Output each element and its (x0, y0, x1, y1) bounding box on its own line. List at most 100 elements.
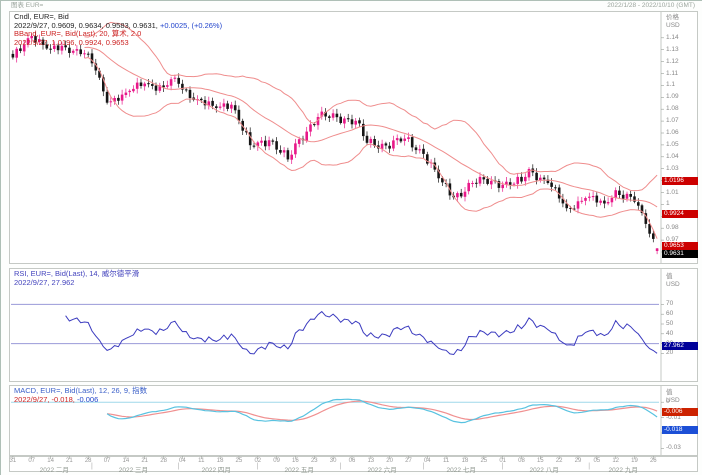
x-day-label: 29 (574, 458, 582, 464)
x-day-label: 21 (66, 458, 73, 464)
price-axis-badge: 1.0196 (662, 177, 698, 186)
price-axis-badge: 0.9653 (662, 241, 698, 250)
price-tick-label: 1.09 (666, 93, 679, 101)
rsi-legend: RSI, EUR=, Bid(Last), 14, 威尔德平滑 2022/9/2… (14, 269, 140, 287)
x-day-label: 16 (292, 458, 299, 464)
month-separator-tick: | (339, 463, 342, 470)
rsi-axis-badge: 27.962 (662, 341, 698, 350)
x-day-label: 26 (649, 458, 657, 464)
x-day-label: 11 (442, 458, 450, 464)
price-tick-label: 0.97 (666, 236, 679, 244)
macd-tick-label: -0.03 (666, 444, 681, 452)
x-day-label: 18 (216, 458, 224, 464)
x-day-label: 07 (103, 458, 111, 464)
x-day-label: 30 (329, 458, 337, 464)
window-titlebar: 图表 EUR= 2022/1/28 - 2022/10/10 (GMT) (1, 1, 702, 11)
macd-axis-unit: USD (666, 397, 680, 404)
rsi-tick-label: 50 (666, 320, 674, 327)
macd-legend-values: 2022/9/27, -0.018, -0.006 (14, 394, 147, 405)
date-range-label: 2022/1/28 - 2022/10/10 (GMT) (607, 2, 695, 9)
x-day-label: 06 (348, 458, 356, 464)
rsi-axis-title: 值 (666, 273, 673, 280)
price-tick-label: 1.08 (666, 105, 679, 113)
macd-axis-badge: -0.018 (662, 425, 698, 434)
bband-legend-values: 2022/9/27, 1.0196, 0.9924, 0.9653 (14, 37, 129, 47)
x-day-label: 13 (367, 458, 375, 464)
x-day-label: 04 (179, 458, 186, 464)
price-tick-label: 1.11 (666, 69, 679, 77)
month-separator-tick: | (422, 463, 425, 470)
price-tick-label: 1.04 (666, 152, 679, 160)
month-separator-tick: | (501, 463, 504, 470)
x-day-label: 25 (235, 458, 243, 464)
price-tick-label: 1.03 (666, 164, 679, 172)
macd-signal-value: -0.006 (74, 394, 99, 404)
price-tick-label: 1.07 (666, 117, 679, 125)
x-day-label: 07 (28, 458, 36, 464)
price-legend-ohlc: 2022/9/27, 0.9609, 0.9634, 0.9583, 0.963… (14, 20, 158, 30)
x-day-label: 28 (160, 458, 167, 464)
price-axis-badge: 0.9924 (662, 209, 698, 218)
x-day-label: 28 (84, 458, 92, 464)
macd-legend-series: MACD, EUR=, Bid(Last), 12, 26, 9, 指数 (14, 386, 148, 395)
x-day-label: 02 (254, 458, 262, 464)
rsi-legend-values: 2022/9/27, 27.962 (14, 277, 75, 287)
price-legend-series: Cndl, EUR=, Bid (14, 12, 69, 21)
x-day-label: 27 (405, 458, 412, 464)
x-day-label: 31 (9, 458, 17, 464)
rsi-tick-label: 70 (666, 300, 674, 308)
x-day-label: 22 (555, 458, 563, 464)
macd-panel (9, 385, 698, 456)
price-tick-label: 1.1 (666, 81, 676, 89)
price-axis-unit: USD (666, 22, 680, 29)
month-separator-tick: | (256, 463, 259, 470)
price-tick-label: 1 (666, 200, 670, 208)
x-month-label: 2022 七月 (446, 467, 476, 474)
macd-tick-label: 0 (666, 398, 670, 406)
price-tick-label: 1.01 (666, 188, 679, 196)
x-day-label: 14 (122, 458, 130, 464)
macd-axis-badge: -0.006 (662, 407, 698, 416)
price-tick-label: 1.13 (666, 45, 679, 53)
rsi-tick-label: 40 (666, 329, 674, 337)
time-axis-panel[interactable] (9, 456, 698, 472)
x-day-label: 23 (310, 458, 318, 464)
x-day-label: 08 (518, 458, 525, 464)
x-day-label: 11 (198, 458, 205, 464)
month-separator-tick: | (91, 463, 93, 470)
x-day-label: 12 (612, 458, 620, 464)
price-axis-badge: 0.9631 (662, 249, 698, 258)
price-axis-title: 价格 (666, 14, 679, 21)
x-day-label: 21 (141, 458, 149, 464)
x-day-label: 20 (386, 458, 393, 464)
macd-legend-value: 2022/9/27, -0.018, (14, 394, 75, 404)
macd-tick-label: -0.01 (666, 413, 681, 421)
rsi-tick-label: 20 (666, 349, 674, 357)
rsi-axis-unit: USD (666, 281, 680, 288)
x-month-label: 2022 八月 (529, 467, 559, 474)
macd-axis-title: 值 (666, 389, 673, 396)
price-tick-label: 1.06 (666, 129, 679, 136)
price-legend: Cndl, EUR=, Bid 2022/9/27, 0.9609, 0.963… (14, 12, 223, 47)
x-month-label: 2022 九月 (608, 467, 638, 474)
x-day-label: 18 (461, 458, 469, 464)
x-day-label: 14 (47, 458, 54, 464)
x-month-label: 2022 五月 (284, 467, 314, 474)
price-tick-label: 1.12 (666, 57, 679, 65)
chart-symbol-label: 图表 EUR= (11, 2, 44, 9)
x-month-label: 2022 四月 (201, 467, 231, 474)
macd-legend: MACD, EUR=, Bid(Last), 12, 26, 9, 指数 202… (14, 386, 148, 405)
price-tick-label: 0.98 (666, 224, 679, 232)
bband-legend-series: BBand, EUR=, Bid(Last), 20, 算术, 2.0 (14, 29, 142, 38)
x-month-label: 2022 二月 (39, 467, 69, 474)
price-panel (9, 11, 698, 264)
x-day-label: 04 (423, 458, 431, 464)
x-month-label: 2022 六月 (367, 467, 397, 474)
month-separator-tick: | (588, 463, 591, 470)
price-legend-change: +0.0025, (+0.26%) (157, 20, 223, 30)
rsi-legend-series: RSI, EUR=, Bid(Last), 14, 威尔德平滑 (14, 269, 140, 278)
x-day-label: 15 (536, 458, 544, 464)
month-separator-tick: | (177, 463, 180, 470)
